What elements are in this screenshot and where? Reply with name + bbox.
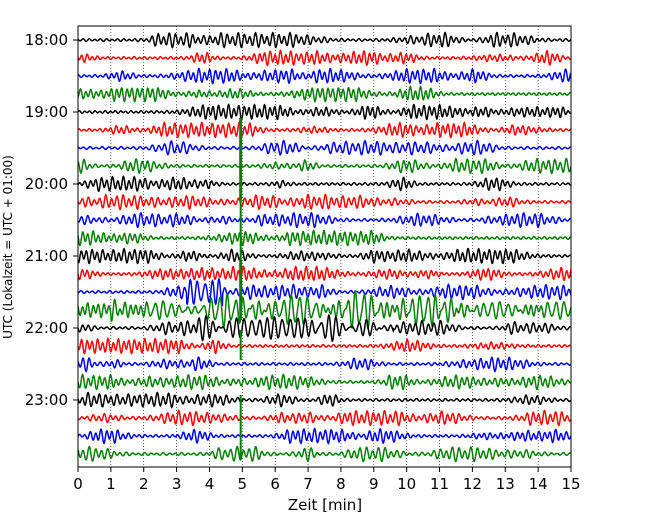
event-spike xyxy=(239,330,242,360)
seismic-trace xyxy=(78,427,571,445)
x-tick-label: 8 xyxy=(336,475,346,493)
y-tick-label: 18:00 xyxy=(25,31,68,49)
seismic-trace xyxy=(78,175,571,193)
x-tick-label: 2 xyxy=(139,475,149,493)
seismic-trace xyxy=(78,121,571,139)
seismic-trace xyxy=(78,31,571,49)
x-tick-label: 5 xyxy=(238,475,248,493)
y-axis-label: UTC (Lokalzeit = UTC + 01:00) xyxy=(1,155,15,339)
y-tick-label: 19:00 xyxy=(25,103,68,121)
event-spike xyxy=(239,200,242,260)
x-tick-label: 1 xyxy=(106,475,116,493)
seismic-trace xyxy=(78,229,571,247)
seismic-trace xyxy=(78,193,571,211)
seismic-trace xyxy=(78,356,571,373)
x-axis-label: Zeit [min] xyxy=(288,496,362,514)
seismic-trace xyxy=(78,139,571,156)
seismic-trace xyxy=(78,157,571,175)
seismic-trace xyxy=(78,247,571,265)
seismic-trace xyxy=(78,85,571,103)
plot-frame xyxy=(77,25,572,468)
x-tick-label: 9 xyxy=(369,475,379,493)
seismic-trace xyxy=(78,337,571,355)
x-tick-label: 7 xyxy=(303,475,313,493)
event-spike xyxy=(239,260,243,320)
y-axis-ticks: 18:00 19:00 20:00 21:00 22:00 23:00 xyxy=(25,31,78,409)
seismic-trace xyxy=(78,391,571,409)
seismic-trace xyxy=(78,67,571,85)
seismic-trace xyxy=(78,409,571,427)
event-spike xyxy=(239,395,242,460)
x-tick-label: 12 xyxy=(463,475,482,493)
trace-layer xyxy=(78,31,571,463)
seismic-trace xyxy=(78,211,571,229)
x-tick-label: 11 xyxy=(430,475,449,493)
x-tick-label: 4 xyxy=(205,475,215,493)
grid-lines xyxy=(110,26,539,467)
seismic-trace xyxy=(78,289,571,330)
x-tick-label: 6 xyxy=(270,475,280,493)
y-tick-label: 23:00 xyxy=(25,391,68,409)
y-tick-label: 22:00 xyxy=(25,319,68,337)
seismic-trace xyxy=(78,373,571,391)
seismic-trace xyxy=(78,103,571,121)
y-tick-label: 21:00 xyxy=(25,247,68,265)
x-tick-label: 0 xyxy=(73,475,83,493)
x-tick-label: 15 xyxy=(561,475,580,493)
event-spike xyxy=(239,118,243,200)
seismic-trace xyxy=(78,265,571,282)
seismic-trace xyxy=(78,445,571,463)
event-spike-layer xyxy=(239,118,243,460)
seismic-trace xyxy=(78,277,571,307)
x-tick-label: 10 xyxy=(397,475,416,493)
x-tick-label: 14 xyxy=(529,475,548,493)
seismic-trace xyxy=(78,49,571,67)
x-tick-label: 3 xyxy=(172,475,182,493)
y-tick-label: 20:00 xyxy=(25,175,68,193)
x-axis-ticks: 0 1 2 3 4 5 6 7 8 9 10 11 12 13 14 15 xyxy=(73,467,581,493)
seismic-trace xyxy=(78,314,571,342)
x-tick-label: 13 xyxy=(496,475,515,493)
